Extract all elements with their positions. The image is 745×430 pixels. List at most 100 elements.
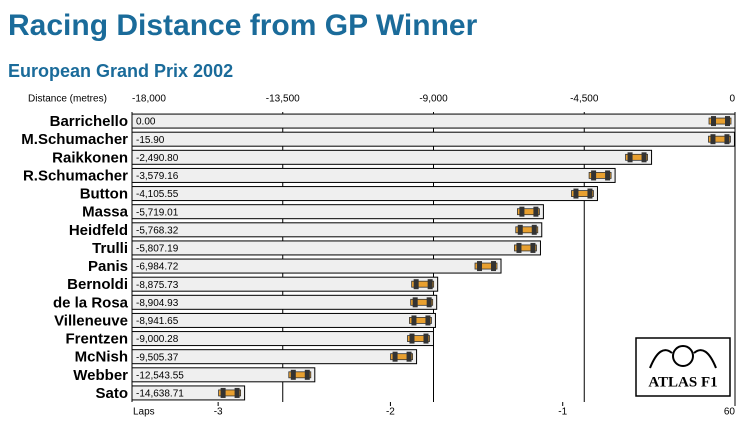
car-body: [390, 353, 413, 361]
car-body: [411, 280, 435, 288]
bar: [131, 240, 541, 256]
car-wheel: [412, 297, 418, 308]
logo-text: ATLAS F1: [648, 374, 717, 390]
car-wheel: [710, 134, 716, 145]
car-icon: [708, 134, 731, 145]
car-wheel: [531, 224, 537, 235]
x2-tick-label: -3: [214, 407, 223, 418]
bar: [131, 167, 616, 183]
value-label: -5,768.32: [136, 225, 179, 236]
car-body: [514, 244, 537, 252]
car-wheel: [425, 315, 431, 326]
bar: [131, 113, 736, 129]
car-wheel: [573, 188, 579, 199]
car-body: [288, 371, 312, 379]
logo: ATLAS F1: [635, 337, 731, 397]
value-label: -3,579.16: [136, 171, 179, 182]
bar: [131, 131, 735, 147]
bar: [131, 149, 653, 165]
value-label: -14,638.71: [136, 389, 184, 400]
car-body: [625, 153, 648, 161]
value-label: -9,000.28: [136, 334, 179, 345]
car-body: [708, 117, 732, 125]
car-wheel: [409, 333, 415, 344]
car-icon: [517, 206, 540, 217]
bar: [131, 222, 543, 238]
y-tick-label: Webber: [73, 367, 128, 384]
x-tick-label: 0: [729, 94, 735, 105]
car-icon: [411, 279, 435, 290]
car-wheel: [477, 261, 483, 272]
y-tick-label: Button: [80, 186, 128, 203]
car-body: [409, 317, 432, 324]
car-wheel: [530, 242, 536, 253]
value-label: -8,904.93: [136, 298, 179, 309]
car-wheel: [641, 152, 647, 163]
car-wheel: [427, 279, 433, 290]
x2-tick-label: -1: [558, 407, 567, 418]
bar: [131, 385, 246, 401]
car-wheel: [591, 170, 597, 181]
car-wheel: [406, 351, 412, 362]
value-label: -8,941.65: [136, 316, 179, 327]
car-body: [588, 172, 612, 179]
car-wheel: [220, 387, 226, 398]
car-body: [708, 135, 731, 143]
car-body: [474, 262, 498, 270]
car-wheel: [304, 369, 310, 380]
car-wheel: [491, 261, 497, 272]
y-tick-label: Sato: [95, 385, 128, 402]
y-tick-label: de la Rosa: [53, 294, 129, 311]
car-icon: [708, 116, 732, 127]
car-wheel: [516, 242, 522, 253]
bar: [131, 294, 438, 310]
value-label: -6,984.72: [136, 262, 179, 273]
car-body: [517, 208, 540, 216]
car-icon: [407, 333, 430, 344]
car-body: [410, 298, 434, 306]
car-icon: [390, 351, 413, 362]
chart-title: Racing Distance from GP Winner: [8, 9, 478, 42]
y-tick-label: M.Schumacher: [21, 131, 128, 148]
x2-tick-label: -2: [386, 407, 395, 418]
car-icon: [474, 261, 498, 272]
x-tick-label: -9,000: [419, 94, 448, 105]
y-tick-label: R.Schumacher: [23, 167, 128, 184]
car-wheel: [234, 387, 240, 398]
y-tick-label: Panis: [88, 258, 128, 275]
bar: [131, 331, 434, 347]
car-icon: [625, 152, 648, 163]
bar: [131, 349, 418, 365]
value-label: -9,505.37: [136, 352, 179, 363]
x2-axis-label: Laps: [133, 407, 155, 418]
car-wheel: [587, 188, 593, 199]
bar: [131, 312, 436, 328]
car-wheel: [605, 170, 611, 181]
y-tick-label: Heidfeld: [69, 222, 128, 239]
y-tick-label: Raikkonen: [52, 149, 128, 166]
y-tick-label: Barrichello: [50, 113, 128, 130]
car-wheel: [413, 279, 419, 290]
x-tick-label: -4,500: [570, 94, 599, 105]
car-wheel: [517, 224, 523, 235]
car-body: [218, 389, 242, 397]
value-label: -4,105.55: [136, 189, 179, 200]
car-wheel: [711, 116, 716, 127]
x2-tick-label: 60: [724, 407, 736, 418]
value-label: 0.00: [136, 117, 156, 128]
car-wheel: [290, 369, 296, 380]
value-label: -5,807.19: [136, 244, 179, 255]
value-label: -15.90: [136, 135, 165, 146]
bar: [131, 204, 544, 220]
car-icon: [588, 170, 612, 181]
y-tick-label: McNish: [75, 349, 128, 366]
car-icon: [218, 387, 242, 398]
y-tick-label: Massa: [82, 204, 129, 221]
car-icon: [410, 297, 434, 308]
car-icon: [515, 224, 539, 235]
y-tick-label: Trulli: [92, 240, 128, 257]
car-wheel: [519, 206, 525, 217]
car-icon: [514, 242, 537, 253]
bar: [131, 367, 316, 383]
